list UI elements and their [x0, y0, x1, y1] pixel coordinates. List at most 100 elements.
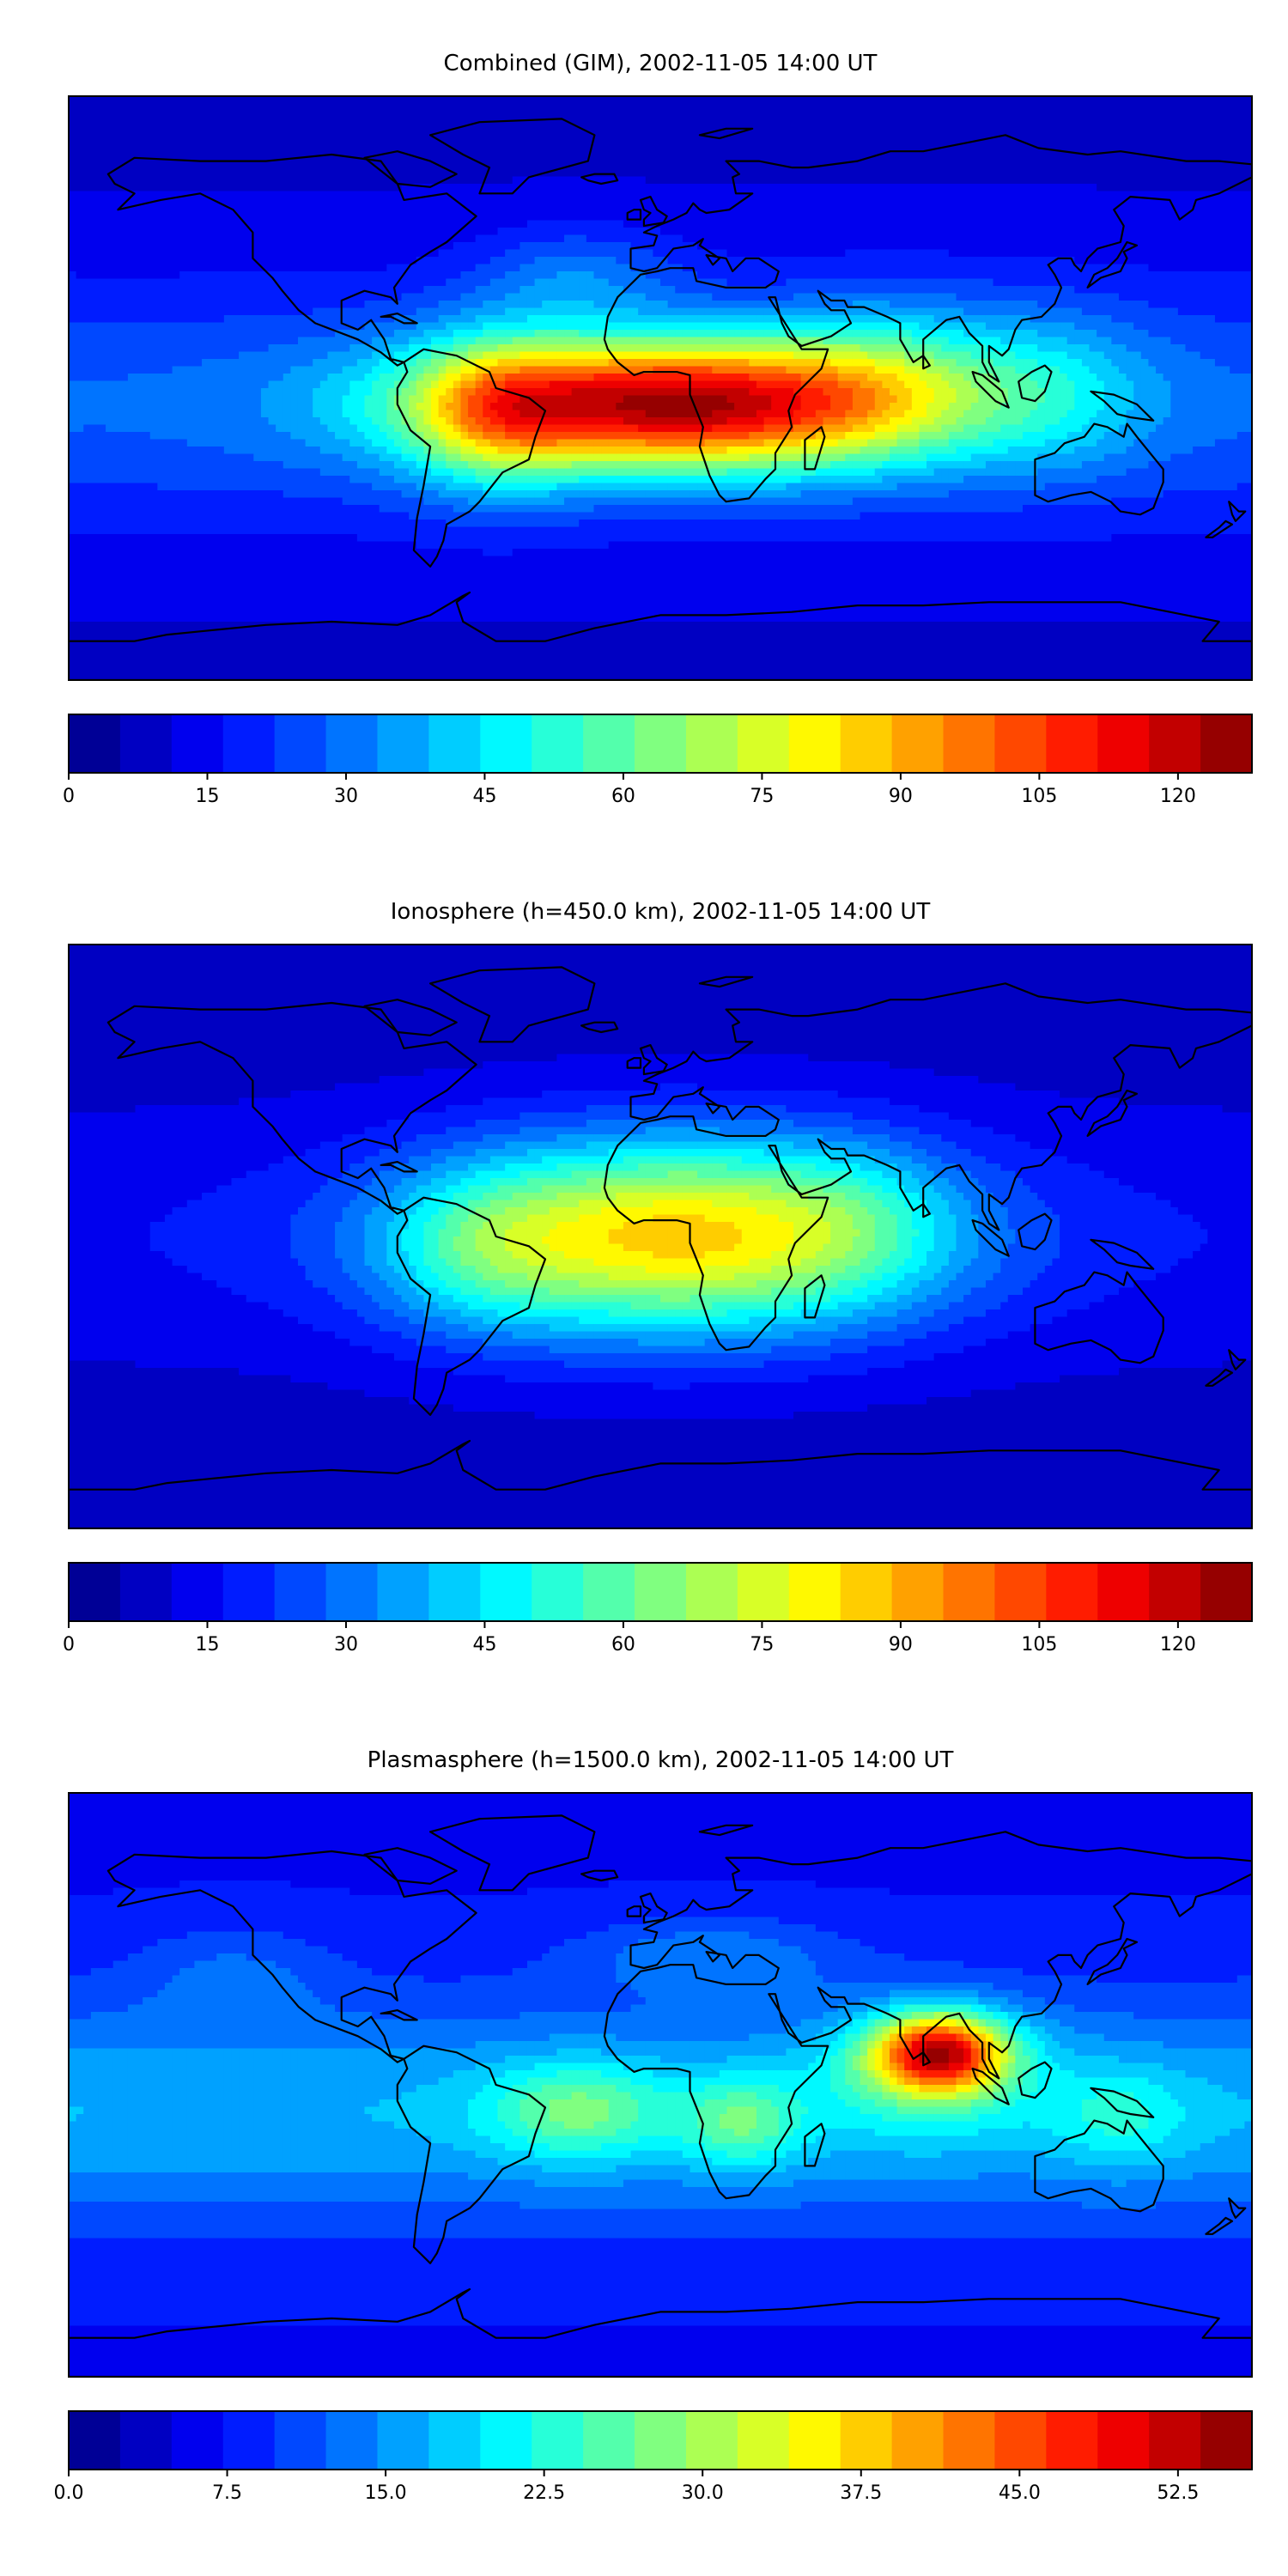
colorbar-level-17 — [943, 714, 995, 773]
colorbar-level-19 — [1046, 1563, 1098, 1621]
coastline-madagascar — [804, 426, 826, 471]
coastline-iceland — [580, 1869, 619, 1882]
coastline-baffin — [363, 999, 458, 1036]
colorbar-tick-label: 15 — [195, 786, 219, 807]
colorbar-tick-label: 45 — [472, 786, 496, 807]
colorbar-tick-label: 90 — [889, 1634, 913, 1656]
coastline-south-america — [396, 1196, 547, 1416]
colorbar-level-12 — [685, 714, 738, 773]
colorbar-level-4 — [274, 2411, 327, 2470]
panel-3-colorbar-frame — [68, 2410, 1253, 2470]
colorbar-tick-label: 105 — [1021, 1634, 1057, 1656]
colorbar-level-12 — [685, 1563, 738, 1621]
colorbar-level-17 — [943, 1563, 995, 1621]
coastline-antarctica — [69, 591, 1252, 680]
panel-2-colorbar: 0 15 30 45 60 75 90 105 120 — [63, 1562, 1253, 1656]
panel-3-map-field — [69, 1793, 1252, 2377]
colorbar-level-3 — [222, 1563, 276, 1621]
colorbar-level-17 — [943, 2411, 995, 2470]
coastline-sumatra — [971, 371, 1010, 409]
panel-1-coastlines — [69, 118, 1252, 680]
colorbar-level-6 — [377, 1563, 429, 1621]
colorbar-level-2 — [171, 1563, 224, 1621]
coastline-greenland — [429, 118, 596, 195]
colorbar-level-0 — [69, 1563, 121, 1621]
colorbar-level-13 — [737, 1563, 790, 1621]
coastline-greenland — [429, 966, 596, 1043]
coastline-svalbard — [698, 127, 754, 140]
panel-1-colorbar: 0 15 30 45 60 75 90 105 120 — [63, 714, 1253, 807]
colorbar-level-7 — [428, 2411, 481, 2470]
panel-1-colorbar-frame — [68, 714, 1253, 774]
colorbar-tick-label: 15 — [195, 1634, 219, 1656]
colorbar-level-13 — [737, 2411, 790, 2470]
coastline-sri-lanka — [922, 355, 932, 370]
coastline-sri-lanka — [922, 2051, 932, 2067]
coastline-new-zealand-s — [1205, 2216, 1234, 2235]
coastline-japan — [1086, 1089, 1139, 1138]
colorbar-tick-label: 30.0 — [682, 2482, 724, 2504]
colorbar-level-18 — [994, 714, 1047, 773]
colorbar-level-9 — [532, 1563, 584, 1621]
coastline-australia — [1034, 2119, 1164, 2213]
coastline-north-america — [106, 1001, 477, 1215]
coastline-ireland — [626, 209, 642, 221]
colorbar-tick-label: 75 — [750, 1634, 774, 1656]
colorbar-tick-label: 15.0 — [365, 2482, 407, 2504]
coastline-svalbard — [698, 1824, 754, 1837]
coastline-borneo — [1018, 364, 1053, 403]
colorbar-level-2 — [171, 714, 224, 773]
panel-2-coastlines — [69, 966, 1252, 1528]
coastline-sumatra — [971, 1218, 1010, 1257]
colorbar-tick-label: 22.5 — [523, 2482, 565, 2504]
colorbar-level-0 — [69, 714, 121, 773]
coastline-japan — [1086, 240, 1139, 289]
panel-3-coastlines — [69, 1814, 1252, 2377]
colorbar-tick-label: 120 — [1160, 786, 1196, 807]
coastline-iceland — [580, 173, 619, 185]
colorbar-tick-label: 52.5 — [1157, 2482, 1199, 2504]
panel-2-map-field — [69, 945, 1252, 1528]
coastline-north-america — [106, 153, 477, 367]
coastline-australia — [1034, 422, 1164, 516]
colorbar-level-4 — [274, 714, 327, 773]
colorbar-level-21 — [1149, 1563, 1201, 1621]
coastline-africa-eurasia — [603, 982, 1252, 1352]
colorbar-level-1 — [119, 1563, 173, 1621]
colorbar-level-20 — [1097, 2411, 1150, 2470]
colorbar-level-20 — [1097, 1563, 1150, 1621]
colorbar-level-8 — [480, 714, 532, 773]
coastline-africa-eurasia — [603, 134, 1252, 503]
colorbar-level-15 — [840, 714, 893, 773]
colorbar-level-7 — [428, 714, 481, 773]
colorbar-level-16 — [891, 714, 945, 773]
coastline-antarctica — [69, 1439, 1252, 1528]
coastline-iceland — [580, 1021, 619, 1034]
colorbar-level-11 — [635, 714, 687, 773]
coastline-ireland — [626, 1057, 642, 1069]
coastline-sumatra — [971, 2068, 1010, 2105]
panel-3-title: Plasmasphere (h=1500.0 km), 2002-11-05 1… — [368, 1747, 954, 1773]
coastline-new-guinea — [1090, 1238, 1155, 1270]
colorbar-level-19 — [1046, 2411, 1098, 2470]
panel-2-title: Ionosphere (h=450.0 km), 2002-11-05 14:0… — [391, 899, 931, 925]
colorbar-level-11 — [635, 2411, 687, 2470]
colorbar-tick-label: 60 — [611, 786, 635, 807]
coastline-svalbard — [698, 975, 754, 988]
colorbar-tick-label: 60 — [611, 1634, 635, 1656]
colorbar-tick-label: 45 — [472, 1634, 496, 1656]
coastline-cuba — [380, 313, 418, 325]
colorbar-level-15 — [840, 1563, 893, 1621]
colorbar-level-5 — [325, 1563, 378, 1621]
coastline-borneo — [1018, 2061, 1053, 2099]
coastline-north-america — [106, 1850, 477, 2063]
coastline-madagascar — [804, 2123, 826, 2167]
colorbar-tick-label: 30 — [334, 1634, 358, 1656]
coastline-south-america — [396, 2044, 547, 2264]
coastline-cuba — [380, 2009, 418, 2021]
colorbar-level-11 — [635, 1563, 687, 1621]
colorbar-level-5 — [325, 2411, 378, 2470]
colorbar-level-16 — [891, 1563, 945, 1621]
coastline-great-britain — [639, 196, 668, 228]
panel-2-colorbar-frame — [68, 1562, 1253, 1622]
